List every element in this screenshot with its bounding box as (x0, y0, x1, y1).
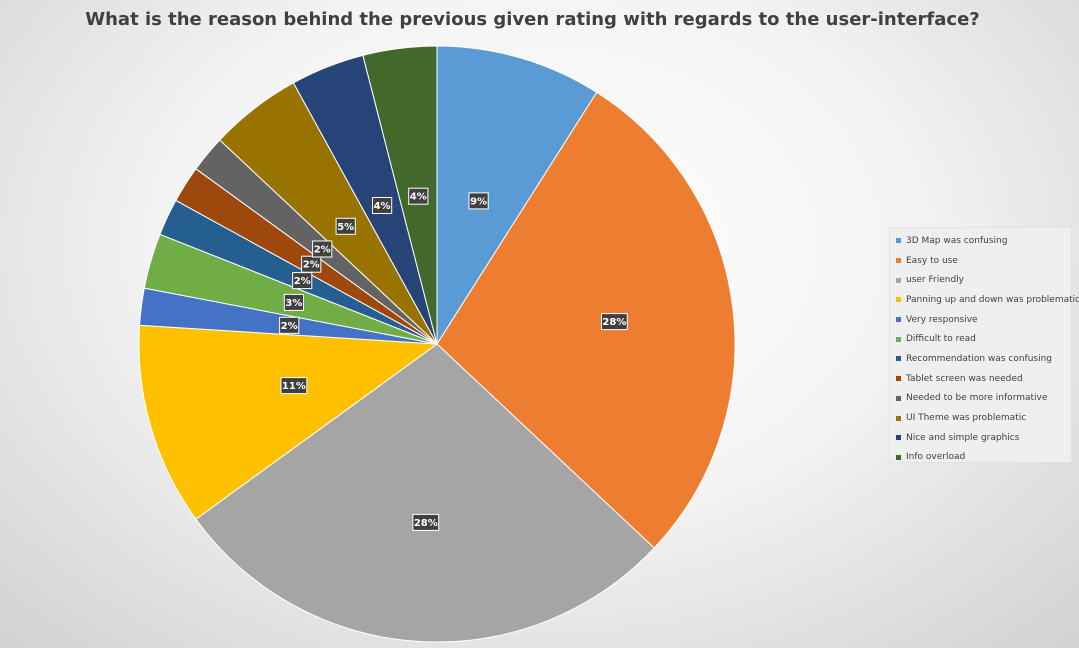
legend-swatch (896, 297, 901, 303)
legend-swatch (896, 238, 901, 244)
legend-label: 3D Map was confusing (906, 235, 1008, 246)
legend-label: Info overload (906, 452, 966, 463)
data-label-text: 4% (374, 201, 391, 212)
legend-swatch (896, 395, 901, 401)
pie-slice (436, 45, 598, 346)
data-label-box (601, 313, 628, 331)
legend-swatch (896, 258, 901, 264)
legend-swatch (896, 415, 901, 421)
data-label-box (280, 377, 308, 395)
data-label: 3% (283, 293, 304, 311)
data-label: 2% (301, 255, 322, 273)
data-label: 2% (312, 240, 333, 258)
pie-slice (195, 343, 655, 643)
legend-label: user Friendly (906, 275, 964, 286)
data-label: 11% (280, 377, 308, 395)
legend-item: Very responsive (896, 310, 1071, 330)
pie-slice (362, 45, 438, 345)
data-label: 2% (279, 316, 300, 334)
data-label: 5% (335, 217, 356, 235)
data-label: 2% (292, 272, 313, 290)
legend-item: Panning up and down was problematic (896, 290, 1079, 310)
legend-label: Nice and simple graphics (906, 432, 1020, 443)
data-label-text: 28% (602, 317, 626, 328)
pie-slice (436, 91, 736, 549)
legend-item: Nice and simple graphics (896, 428, 1071, 448)
legend-label: Needed to be more informative (906, 393, 1048, 404)
legend-label: Difficult to read (906, 334, 976, 345)
legend-label: Easy to use (906, 255, 958, 266)
data-label-text: 11% (282, 381, 306, 392)
legend-item: Info overload (896, 448, 1071, 468)
legend-label: Tablet screen was needed (906, 373, 1023, 384)
data-label-text: 2% (281, 321, 298, 332)
pie-slices (138, 45, 736, 643)
legend-label: UI Theme was problematic (906, 413, 1027, 424)
legend-item: Needed to be more informative (896, 389, 1071, 409)
data-label: 4% (372, 197, 393, 214)
chart-legend: 3D Map was confusing Easy to use user Frie… (889, 227, 1079, 463)
legend-label: Very responsive (906, 314, 978, 325)
chart-title: What is the reason behind the previous g… (85, 9, 980, 30)
data-label-text: 2% (314, 245, 331, 256)
data-label: 4% (408, 187, 429, 205)
legend-item: Tablet screen was needed (896, 369, 1071, 389)
data-label-text: 9% (470, 196, 487, 207)
legend-item: 3D Map was confusing (896, 231, 1071, 251)
data-label-text: 5% (337, 222, 354, 233)
data-label-box (408, 187, 429, 205)
data-label-text: 2% (303, 260, 320, 271)
legend-item: Difficult to read (896, 329, 1071, 349)
legend-swatch (896, 336, 901, 342)
data-label-text: 2% (294, 276, 311, 287)
legend-item: Easy to use (896, 251, 1071, 271)
data-label: 28% (601, 313, 628, 331)
legend-label: Recommendation was confusing (906, 353, 1053, 364)
data-label-box (412, 513, 440, 531)
data-label-box (468, 192, 489, 210)
data-label-box (372, 197, 393, 214)
legend-item: Recommendation was confusing (896, 349, 1071, 369)
legend-swatch (896, 356, 901, 362)
pie-slice (138, 324, 439, 520)
legend-swatch (896, 435, 901, 441)
data-label-box (279, 316, 300, 334)
data-label: 28% (412, 513, 440, 531)
legend-swatch (896, 454, 901, 460)
data-label-box (301, 255, 322, 273)
legend-swatch (896, 277, 901, 283)
legend-item: UI Theme was problematic (896, 408, 1071, 428)
data-label-text: 4% (410, 192, 427, 203)
data-label-box (335, 217, 356, 235)
pie-data-labels: 9% 28% 28% 11% 2% 3% 2% 2% 2% 5% 4% 4% (279, 187, 628, 531)
legend-item: user Friendly (896, 270, 1071, 290)
legend-swatch (896, 317, 901, 323)
data-label-text: 28% (414, 518, 438, 529)
data-label-box (283, 293, 304, 311)
data-label: 9% (468, 192, 489, 210)
data-label-box (312, 240, 333, 258)
data-label-text: 3% (285, 298, 302, 309)
legend-swatch (896, 376, 901, 382)
legend-label: Panning up and down was problematic (906, 294, 1079, 305)
